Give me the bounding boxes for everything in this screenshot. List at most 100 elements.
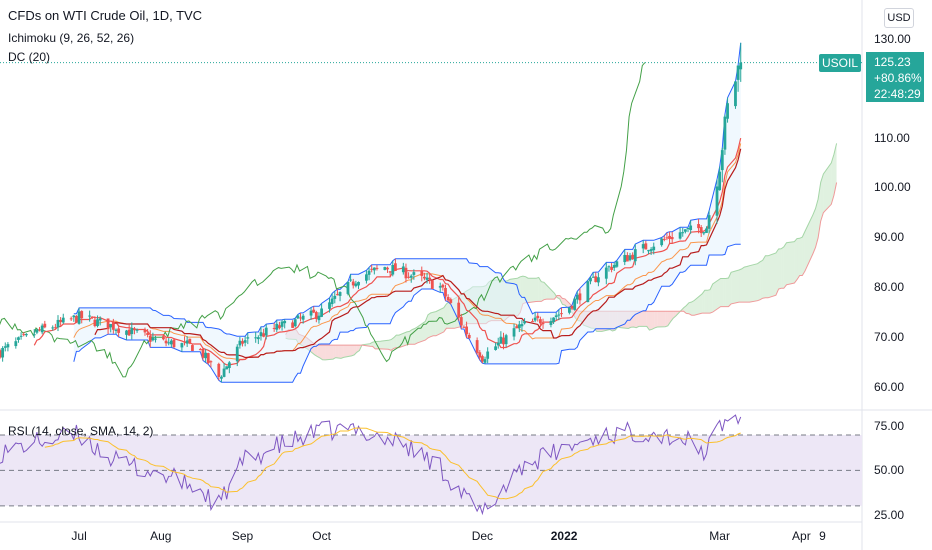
ichimoku-cloud-segment bbox=[425, 314, 428, 341]
candle-body bbox=[644, 243, 648, 250]
candle-body bbox=[162, 336, 165, 340]
ichimoku-cloud-segment bbox=[760, 260, 763, 300]
ichimoku-cloud-segment bbox=[340, 345, 344, 359]
ichimoku-cloud-segment bbox=[636, 311, 639, 328]
price-axis-tick: 90.00 bbox=[874, 230, 905, 244]
donchian-basis bbox=[73, 143, 742, 360]
candle-body bbox=[631, 254, 635, 260]
candle-body bbox=[185, 340, 189, 344]
candle-body bbox=[394, 263, 397, 271]
candle-body bbox=[391, 265, 395, 275]
ichimoku-cloud-segment bbox=[543, 282, 547, 300]
ichimoku-cloud-segment bbox=[638, 311, 647, 327]
ichimoku-cloud-segment bbox=[446, 301, 450, 329]
candle-body bbox=[702, 232, 706, 234]
candle-body bbox=[615, 261, 619, 267]
candle-body bbox=[61, 317, 65, 323]
candle-body bbox=[328, 302, 331, 309]
ichimoku-cloud-segment bbox=[335, 345, 339, 358]
candle-body bbox=[314, 312, 318, 319]
candle-body bbox=[486, 351, 490, 359]
candle-body bbox=[412, 272, 416, 275]
rsi-legend[interactable]: RSI (14, close, SMA, 14, 2) bbox=[8, 424, 154, 438]
candle-body bbox=[586, 281, 590, 303]
candle-body bbox=[686, 227, 690, 230]
donchian-lower-band bbox=[73, 243, 741, 383]
candle-body bbox=[109, 324, 113, 328]
candle-body bbox=[697, 224, 700, 229]
kijun-sen-line bbox=[94, 148, 742, 359]
candle-body bbox=[235, 346, 239, 362]
ichimoku-cloud-segment bbox=[541, 281, 544, 302]
ichimoku-cloud-segment bbox=[728, 272, 732, 307]
candle-body bbox=[462, 326, 466, 328]
ichimoku-cloud-segment bbox=[778, 248, 782, 289]
candle-body bbox=[172, 339, 176, 348]
ichimoku-cloud-segment bbox=[443, 304, 447, 332]
candle-body bbox=[90, 316, 94, 318]
candle-body bbox=[75, 315, 78, 323]
candle-body bbox=[481, 356, 484, 362]
ichimoku-cloud-segment bbox=[815, 199, 819, 248]
ichimoku-cloud-segment bbox=[536, 277, 539, 302]
ichimoku-cloud-segment bbox=[707, 289, 711, 314]
candle-body bbox=[649, 249, 653, 252]
candle-body bbox=[475, 340, 479, 353]
candle-body bbox=[689, 225, 693, 231]
candle-body bbox=[220, 376, 223, 379]
candle-body bbox=[531, 321, 534, 323]
candle-body bbox=[467, 334, 471, 339]
candle-body bbox=[243, 340, 247, 343]
ichimoku-cloud-segment bbox=[702, 290, 705, 314]
candle-body bbox=[681, 232, 685, 234]
ichimoku-cloud-segment bbox=[794, 238, 798, 284]
ichimoku-cloud-segment bbox=[562, 298, 566, 306]
candle-body bbox=[596, 277, 600, 283]
price-value: 125.23 bbox=[874, 55, 911, 69]
ichimoku-cloud-segment bbox=[369, 342, 373, 347]
candle-body bbox=[578, 293, 582, 301]
candle-body bbox=[678, 232, 682, 239]
candle-body bbox=[43, 323, 47, 328]
candle-body bbox=[14, 341, 18, 347]
candle-body bbox=[96, 319, 99, 327]
ichimoku-cloud-segment bbox=[768, 252, 776, 298]
candle-body bbox=[333, 295, 337, 299]
ichimoku-cloud-segment bbox=[322, 345, 326, 360]
ichimoku-cloud-segment bbox=[812, 208, 816, 254]
candle-body bbox=[88, 315, 92, 317]
time-axis-tick: 2022 bbox=[550, 529, 578, 543]
candle-body bbox=[459, 317, 463, 326]
candle-body bbox=[283, 320, 287, 324]
ichimoku-cloud-segment bbox=[781, 246, 784, 289]
candle-body bbox=[24, 333, 28, 336]
ichimoku-cloud-segment bbox=[391, 337, 394, 351]
candle-body bbox=[346, 281, 350, 294]
candle-body bbox=[409, 275, 413, 278]
ichimoku-cloud-segment bbox=[652, 311, 655, 330]
candle-body bbox=[604, 267, 608, 279]
donchian-legend[interactable]: DC (20) bbox=[8, 50, 51, 64]
senkou-span-a-line bbox=[285, 143, 838, 361]
ichimoku-cloud-segment bbox=[765, 255, 769, 298]
candle-body bbox=[59, 319, 63, 323]
ichimoku-cloud-segment bbox=[757, 261, 761, 301]
candle-body bbox=[275, 323, 279, 330]
candle-body bbox=[449, 299, 453, 303]
candle-body bbox=[296, 315, 300, 319]
candle-body bbox=[533, 317, 537, 321]
candle-body bbox=[53, 327, 57, 329]
candle-body bbox=[117, 328, 121, 333]
ichimoku-legend[interactable]: Ichimoku (9, 26, 52, 26) bbox=[8, 31, 135, 45]
currency-button[interactable]: USD bbox=[884, 8, 914, 28]
time-axis-tick: Aug bbox=[150, 529, 172, 543]
ichimoku-cloud-segment bbox=[427, 313, 431, 338]
ichimoku-cloud-segment bbox=[723, 278, 726, 307]
candle-body bbox=[718, 171, 722, 191]
candle-body bbox=[217, 363, 221, 377]
candle-body bbox=[705, 228, 708, 233]
candle-body bbox=[254, 337, 258, 339]
rsi-axis-tick: 50.00 bbox=[874, 463, 905, 478]
ichimoku-cloud-segment bbox=[393, 335, 397, 349]
